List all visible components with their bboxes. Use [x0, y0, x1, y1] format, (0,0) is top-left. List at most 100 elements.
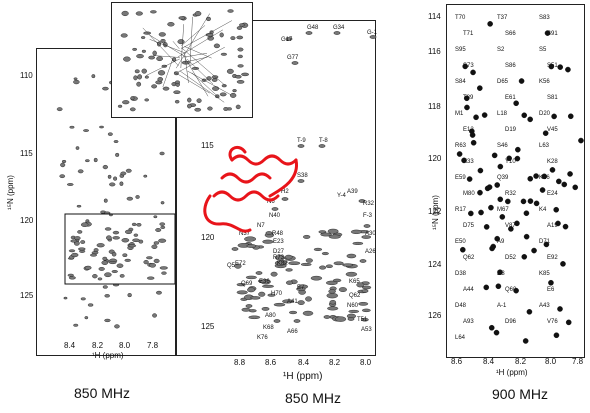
nmr-peak: [508, 226, 514, 232]
peak-assignment-label: E24: [547, 191, 558, 197]
nmr-peak: [98, 267, 105, 271]
nmr-peak: [521, 112, 528, 119]
nmr-peak: [96, 243, 105, 248]
peak-assignment-label: G48: [307, 25, 319, 31]
nmr-peak: [245, 275, 257, 280]
nmr-peak: [159, 151, 165, 156]
peak-assignment-label: T51: [357, 317, 368, 323]
nmr-peak: [130, 96, 135, 101]
nmr-peak: [561, 181, 568, 188]
nmr-peak: [132, 47, 137, 51]
nmr-peak: [361, 289, 369, 293]
nmr-peak: [206, 16, 211, 22]
right-spectrum-panel: T70 T37 S83 T71 S66 S91 S95 S2 S5 S73 S86 S51 S84 D65…: [446, 4, 585, 358]
right-x-axis-title: ¹H (ppm): [496, 368, 528, 377]
nmr-peak: [113, 176, 118, 181]
nmr-peak: [74, 236, 81, 241]
right-ytick: 126: [428, 311, 442, 320]
nmr-peak: [158, 32, 166, 37]
nmr-peak: [358, 302, 369, 306]
label-leader-line: [183, 53, 208, 58]
nmr-peak: [244, 236, 257, 242]
nmr-peak: [67, 273, 74, 277]
nmr-peak: [487, 21, 493, 27]
left-y-axis-title: ¹⁵N (ppm): [6, 175, 15, 210]
peak-assignment-label: T71: [463, 31, 474, 37]
nmr-peak: [109, 261, 117, 265]
nmr-peak: [150, 10, 157, 14]
peak-assignment-label: E59: [455, 175, 466, 181]
nmr-peak: [187, 103, 192, 109]
nmr-peak: [70, 239, 78, 243]
nmr-peak: [141, 49, 146, 53]
left-x-axis-title: ¹H (ppm): [92, 351, 124, 360]
nmr-peak: [527, 116, 533, 123]
nmr-peak: [520, 198, 527, 205]
nmr-peak: [318, 144, 326, 148]
nmr-peak: [523, 233, 530, 240]
peak-assignment-label: E72: [235, 261, 246, 267]
peak-assignment-label: Q62: [463, 255, 475, 261]
nmr-peak: [161, 64, 168, 68]
peak-assignment-label: S91: [547, 31, 558, 37]
nmr-peak: [338, 287, 347, 292]
nmr-peak: [262, 284, 274, 288]
left-xtick: 8.4: [64, 341, 76, 350]
nmr-peak: [505, 198, 511, 205]
nmr-peak: [362, 308, 371, 313]
right-ytick: 114: [428, 12, 441, 21]
middle-xtick: 8.6: [265, 358, 277, 367]
nmr-peak: [237, 64, 244, 68]
nmr-peak: [289, 310, 298, 315]
nmr-peak: [247, 287, 256, 293]
nmr-peak: [61, 159, 67, 163]
peak-assignment-label: A39: [347, 189, 358, 195]
nmr-peak: [293, 319, 301, 323]
nmr-peak: [578, 137, 584, 144]
nmr-peak: [303, 234, 311, 239]
nmr-peak: [187, 97, 192, 103]
right-ytick: 122: [428, 207, 442, 216]
nmr-peak: [151, 244, 158, 249]
peak-assignment-label: E12: [463, 127, 474, 133]
nmr-peak: [572, 184, 579, 191]
nmr-peak: [125, 168, 132, 173]
nmr-peak: [134, 69, 140, 74]
peak-assignment-label: D38: [455, 271, 467, 277]
nmr-peak: [131, 222, 137, 227]
nmr-peak: [153, 215, 158, 219]
nmr-peak: [284, 254, 293, 260]
peak-assignment-label: N7: [257, 223, 265, 229]
nmr-peak: [141, 68, 147, 74]
nmr-peak: [483, 224, 490, 230]
nmr-peak: [234, 263, 242, 269]
nmr-peak: [148, 55, 155, 60]
nmr-peak: [75, 146, 80, 150]
right-xtick: 8.6: [451, 357, 463, 366]
nmr-peak: [151, 84, 158, 89]
nmr-peak: [106, 235, 112, 241]
nmr-peak: [262, 239, 274, 244]
nmr-peak: [282, 299, 295, 304]
nmr-peak: [506, 155, 512, 162]
nmr-peak: [267, 293, 276, 297]
peak-assignment-label: H2: [281, 189, 289, 195]
nmr-peak: [144, 75, 149, 79]
nmr-peak: [473, 114, 479, 121]
peak-assignment-label: D96: [505, 319, 517, 325]
nmr-peak: [332, 278, 342, 283]
nmr-peak: [321, 252, 329, 256]
nmr-peak: [223, 107, 229, 111]
peak-assignment-label: S83: [539, 15, 550, 21]
nmr-peak: [245, 304, 253, 308]
peak-assignment-label: K33: [463, 159, 474, 165]
peak-assignment-label: S95: [455, 47, 466, 53]
nmr-peak: [104, 227, 112, 231]
nmr-peak: [177, 39, 185, 45]
nmr-peak: [549, 167, 556, 173]
nmr-peak: [102, 285, 108, 289]
nmr-peak: [113, 140, 119, 143]
nmr-peak: [143, 31, 152, 35]
nmr-peak: [328, 289, 336, 294]
nmr-peak: [342, 263, 354, 267]
